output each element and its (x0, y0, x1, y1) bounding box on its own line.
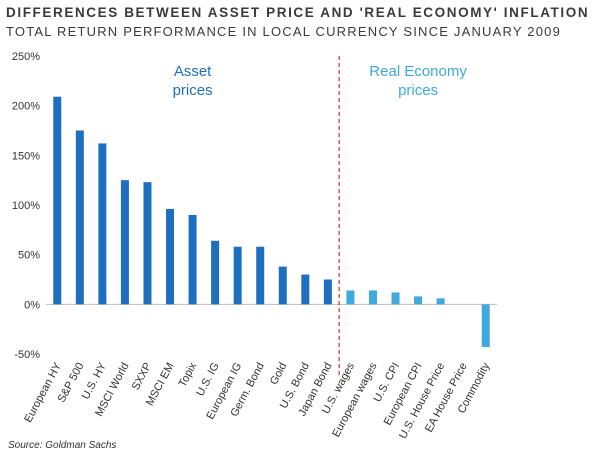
bar (346, 290, 355, 305)
x-tick-label: Topix (177, 360, 200, 389)
group-label: prices (398, 82, 438, 99)
bar (278, 266, 287, 305)
x-tick-label: SXXP (130, 361, 154, 393)
y-tick-label: -50% (14, 349, 40, 361)
bar (143, 182, 152, 305)
group-label: Real Economy (369, 63, 467, 80)
y-tick-label: 100% (12, 200, 40, 212)
y-tick-label: 250% (12, 51, 40, 63)
bar (98, 143, 107, 305)
chart-subtitle: TOTAL RETURN PERFORMANCE IN LOCAL CURREN… (6, 24, 562, 39)
y-tick-label: 0% (24, 299, 40, 311)
group-label: Asset (174, 63, 212, 80)
y-tick-label: 150% (12, 150, 40, 162)
bar (323, 279, 332, 305)
y-tick-label: 50% (18, 250, 40, 262)
source-note: Source: Goldman Sachs (8, 440, 117, 451)
bar (368, 290, 377, 305)
y-tick-label: 200% (12, 101, 40, 113)
group-label: prices (173, 82, 213, 99)
bar (75, 130, 84, 305)
bar (166, 208, 175, 305)
bar (481, 304, 490, 348)
chart-title: DIFFERENCES BETWEEN ASSET PRICE AND 'REA… (6, 5, 590, 20)
bar (188, 214, 197, 305)
bar (414, 296, 423, 305)
bar (256, 246, 265, 305)
bar (53, 96, 62, 305)
bar (301, 274, 310, 305)
bar (120, 180, 129, 305)
bar (391, 292, 400, 305)
bar (436, 298, 445, 305)
x-tick-label: Gold (268, 361, 290, 387)
bar (211, 240, 220, 305)
bar (233, 246, 242, 305)
